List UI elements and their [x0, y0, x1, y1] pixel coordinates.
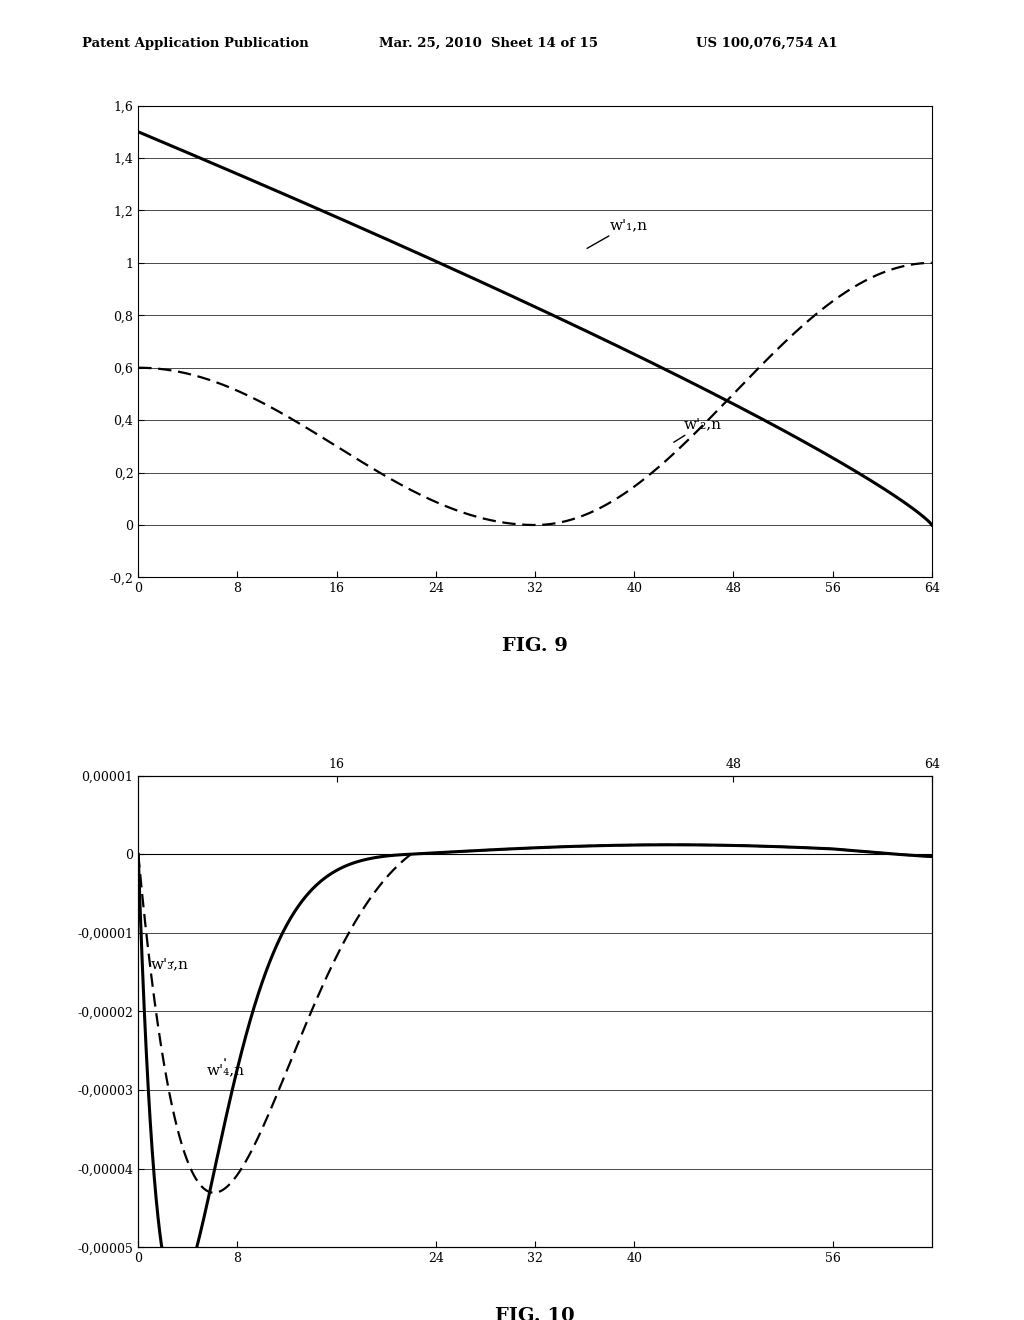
Text: US 100,076,754 A1: US 100,076,754 A1 [696, 37, 838, 50]
Text: w'₂,n: w'₂,n [674, 417, 722, 442]
Text: Patent Application Publication: Patent Application Publication [82, 37, 308, 50]
Text: w'₃,n: w'₃,n [151, 957, 188, 972]
Text: w'₄,n: w'₄,n [207, 1059, 245, 1077]
Text: Mar. 25, 2010  Sheet 14 of 15: Mar. 25, 2010 Sheet 14 of 15 [379, 37, 598, 50]
Text: FIG. 9: FIG. 9 [502, 636, 568, 655]
Text: FIG. 10: FIG. 10 [496, 1307, 574, 1320]
Text: w'₁,n: w'₁,n [587, 218, 647, 248]
